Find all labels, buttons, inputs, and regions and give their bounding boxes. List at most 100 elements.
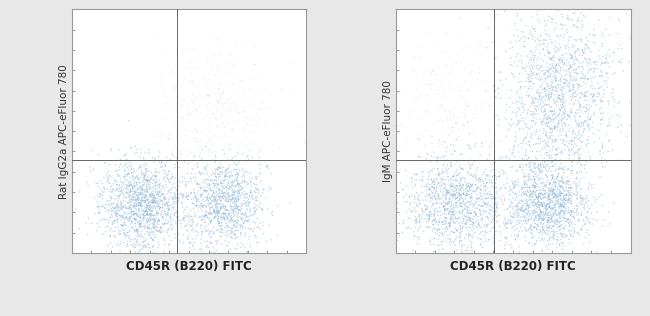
Point xyxy=(576,64,586,69)
Point xyxy=(244,129,255,134)
Point xyxy=(245,170,255,175)
Point xyxy=(578,120,589,125)
Point xyxy=(525,230,536,235)
Point xyxy=(118,198,129,203)
Point xyxy=(176,225,186,230)
Point xyxy=(528,81,539,86)
Point xyxy=(540,165,550,170)
Point xyxy=(193,196,203,201)
Point xyxy=(507,188,517,193)
Point xyxy=(452,184,462,189)
Point xyxy=(142,213,152,218)
Point xyxy=(158,216,168,221)
Point xyxy=(581,214,592,219)
Point xyxy=(529,72,539,77)
Point xyxy=(536,165,546,170)
Point xyxy=(565,108,575,113)
Point xyxy=(246,195,257,200)
Point xyxy=(595,112,605,117)
Point xyxy=(566,110,576,115)
Point xyxy=(120,222,130,227)
Point xyxy=(516,186,526,191)
Point xyxy=(557,60,567,65)
Point xyxy=(529,129,539,134)
Point xyxy=(220,220,231,225)
Point xyxy=(125,214,135,219)
Point xyxy=(146,176,156,181)
Point xyxy=(606,31,617,36)
Point xyxy=(198,229,208,234)
Point xyxy=(541,203,552,208)
Point xyxy=(491,199,501,204)
Point xyxy=(131,204,141,209)
Point xyxy=(439,218,450,223)
Point xyxy=(161,159,172,164)
Point xyxy=(549,195,560,200)
Point xyxy=(531,216,541,221)
Point xyxy=(530,172,540,177)
Point xyxy=(160,242,170,247)
Point xyxy=(88,167,99,172)
Point xyxy=(540,229,550,234)
Point xyxy=(150,196,161,201)
Point xyxy=(531,116,541,121)
Point xyxy=(120,172,130,177)
Point xyxy=(445,108,455,113)
Point xyxy=(211,123,222,128)
Point xyxy=(518,218,528,223)
Point xyxy=(233,215,244,220)
Point xyxy=(218,210,229,215)
Point xyxy=(151,200,162,205)
Point xyxy=(128,197,138,202)
Point xyxy=(226,213,237,218)
Point xyxy=(502,207,513,212)
Point xyxy=(231,73,241,78)
Point xyxy=(454,172,464,177)
Point xyxy=(159,202,170,207)
Point xyxy=(144,230,155,235)
Point xyxy=(541,21,551,27)
Point xyxy=(125,237,136,242)
Point xyxy=(131,204,141,209)
Point xyxy=(586,183,596,188)
Point xyxy=(235,223,246,228)
Point xyxy=(220,173,230,179)
Point xyxy=(584,154,595,159)
Point xyxy=(496,197,506,202)
Point xyxy=(212,208,222,213)
Point xyxy=(545,212,556,217)
Point xyxy=(196,216,207,222)
Point xyxy=(564,139,575,144)
Point xyxy=(566,208,577,213)
Point xyxy=(128,205,138,210)
Point xyxy=(528,199,539,204)
Point xyxy=(538,58,549,63)
Point xyxy=(452,183,462,188)
Point xyxy=(205,216,216,221)
Point xyxy=(567,159,577,164)
Point xyxy=(192,197,202,202)
Point xyxy=(454,87,464,92)
Point xyxy=(549,237,560,242)
Point xyxy=(144,203,155,208)
Point xyxy=(560,216,570,221)
Point xyxy=(135,191,146,196)
Point xyxy=(515,118,526,124)
Point xyxy=(219,186,229,191)
Point xyxy=(571,78,581,83)
Point xyxy=(462,103,473,108)
Point xyxy=(185,241,195,246)
Point xyxy=(549,108,560,113)
Point xyxy=(139,187,150,192)
Point xyxy=(408,209,418,214)
Point xyxy=(575,96,585,101)
Point xyxy=(204,183,214,188)
Point xyxy=(558,137,569,142)
Point xyxy=(439,140,449,145)
Point xyxy=(530,185,540,190)
Point xyxy=(233,179,243,185)
Point xyxy=(137,246,148,252)
Point xyxy=(582,204,593,209)
Point xyxy=(545,51,555,56)
Point xyxy=(221,214,231,219)
